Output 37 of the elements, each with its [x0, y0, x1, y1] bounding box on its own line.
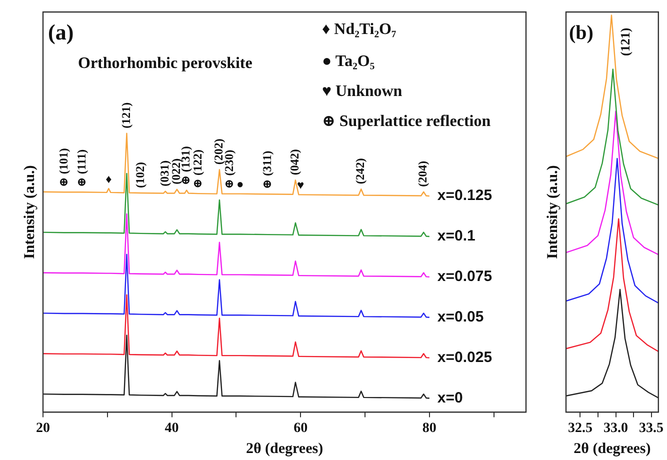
series-label: x=0.075	[437, 268, 492, 286]
series-label: x=0	[437, 389, 463, 406]
annotation: (242)	[353, 158, 368, 184]
x-tick-label: 40	[164, 421, 179, 436]
y-axis-title: Intensity (a.u.)	[22, 165, 38, 259]
annotation: ♦	[106, 172, 112, 186]
annotation: (031)	[157, 160, 172, 186]
x-tick-label: 20	[36, 421, 50, 436]
annotation: (042)	[288, 149, 302, 176]
x-tick-label: 33.0	[604, 421, 628, 436]
x-tick-label: 60	[294, 421, 308, 436]
x-axis-title: 2θ (degrees)	[574, 440, 651, 457]
annotation: ♥	[297, 178, 304, 192]
series-label: x=0.05	[437, 308, 484, 326]
x-tick-label: 32.5	[568, 421, 592, 436]
text: ♥ Unknown	[322, 83, 402, 100]
annotation: ⊕ (111)	[74, 149, 88, 188]
series-label: x=0.125	[437, 187, 492, 204]
x-tick-label: 33.5	[639, 421, 664, 436]
text: ♦ Nd₂Ti₂O₇	[322, 21, 396, 38]
x-axis-title: 2θ (degrees)	[246, 440, 324, 457]
annotation: (204)	[416, 160, 430, 187]
text: ● Ta₂O₅	[322, 53, 375, 70]
text: Orthorhombic perovskite	[78, 55, 252, 72]
annotation: (121)	[617, 28, 632, 56]
annotation: (102)	[132, 162, 147, 188]
annotation: ●	[236, 177, 244, 192]
annotation: (b)	[569, 22, 594, 44]
text: (a)	[48, 20, 74, 45]
text: ⊕ Superlattice reflection	[322, 113, 491, 130]
annotation: ⊕ (101)	[56, 148, 70, 188]
annotation: ⊕ (311)	[260, 150, 274, 190]
y-axis-title: Intensity (a.u.)	[544, 165, 561, 259]
series-label: x=0.025	[437, 348, 492, 366]
annotation: (121)	[118, 102, 133, 128]
series-label: x=0.1	[437, 228, 476, 245]
x-tick-label: 80	[422, 421, 436, 436]
